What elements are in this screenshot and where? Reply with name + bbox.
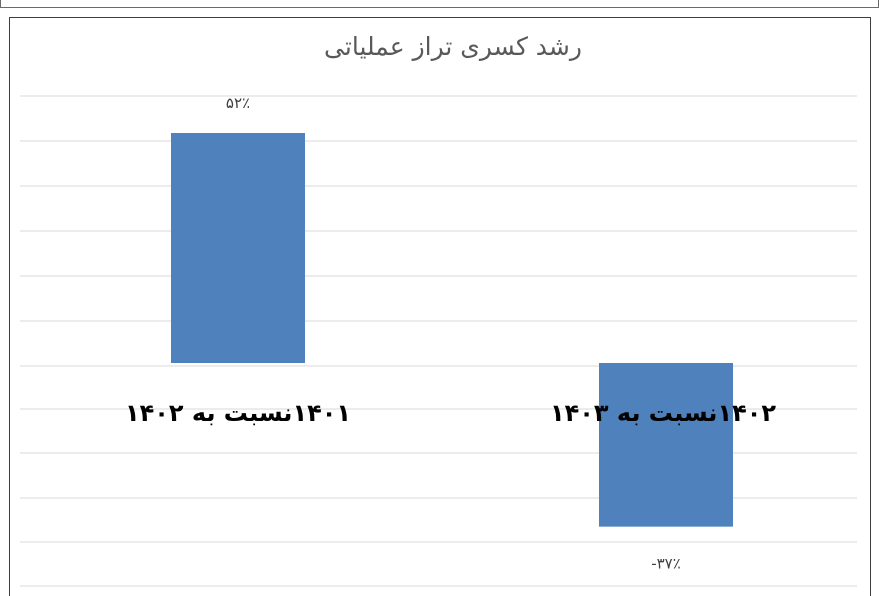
bar-1 xyxy=(599,363,733,527)
bars xyxy=(171,133,733,527)
data-label-0: ۵۲٪ xyxy=(226,94,250,112)
category-label-0: ۱۴۰۱نسبت به ۱۴۰۲ xyxy=(125,399,351,427)
chart-title: رشد کسری تراز عملیاتی xyxy=(324,32,582,61)
bar-0 xyxy=(171,133,305,363)
data-label-1: -۳۷٪ xyxy=(651,555,681,573)
category-label-1: ۱۴۰۲نسبت به ۱۴۰۳ xyxy=(550,399,776,427)
